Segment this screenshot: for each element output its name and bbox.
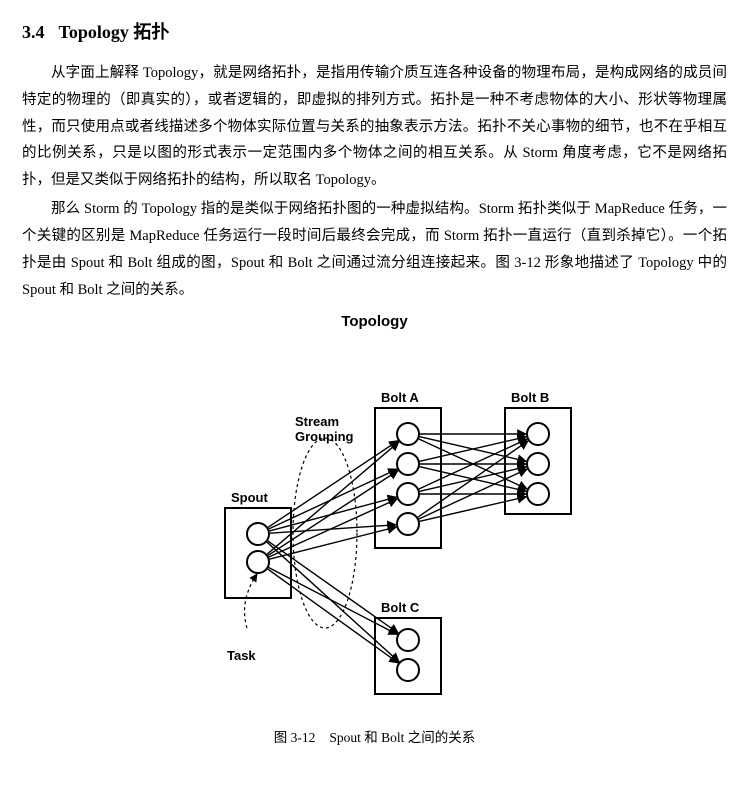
svg-text:Stream: Stream [295,414,339,429]
heading-title: Topology 拓扑 [59,22,170,42]
svg-text:Task: Task [227,648,256,663]
section-heading: 3.4 Topology 拓扑 [22,18,727,44]
topology-svg: Spout Bolt A Bolt B Bolt C StreamGrouping Tas… [165,338,585,718]
figure-caption: 图 3-12 Spout 和 Bolt 之间的关系 [22,726,727,746]
figure-caption-text: Spout 和 Bolt 之间的关系 [329,730,475,745]
svg-text:Grouping: Grouping [295,429,354,444]
svg-text:Bolt B: Bolt B [511,390,549,405]
topology-diagram: Spout Bolt A Bolt B Bolt C StreamGrouping Tas… [22,338,727,718]
diagram-title: Topology [22,313,727,330]
figure-number: 图 3-12 [274,730,316,745]
svg-text:Bolt C: Bolt C [381,600,420,615]
paragraph-2: 那么 Storm 的 Topology 指的是类似于网络拓扑图的一种虚拟结构。S… [22,196,727,303]
svg-text:Spout: Spout [231,490,268,505]
heading-number: 3.4 [22,22,45,42]
paragraph-1: 从字面上解释 Topology，就是网络拓扑，是指用传输介质互连各种设备的物理布… [22,60,727,194]
svg-text:Bolt A: Bolt A [381,390,419,405]
